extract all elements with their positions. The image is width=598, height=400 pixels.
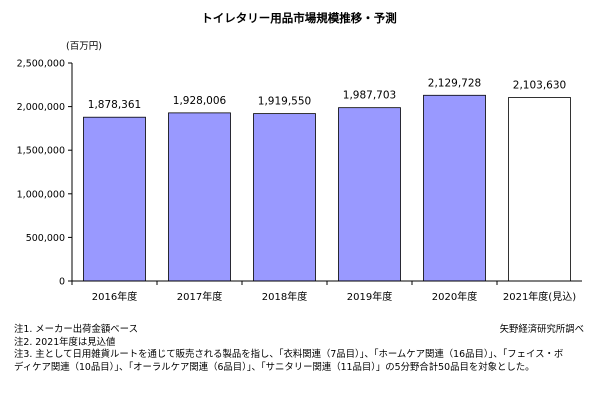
footnote: 注1. メーカー出荷金額ベース — [14, 324, 138, 335]
data-label: 1,878,361 — [88, 99, 141, 111]
y-axis-ticks: 0 500,000 1,000,000 1,500,000 2,000,000 2,500… — [17, 59, 72, 288]
data-label: 2,129,728 — [428, 77, 481, 89]
chart-title: トイレタリー用品市場規模推移・予測 — [201, 11, 397, 25]
y-axis-unit-label: (百万円) — [66, 41, 102, 52]
axes — [71, 63, 582, 282]
bar — [508, 97, 571, 282]
bar-chart: トイレタリー用品市場規模推移・予測 (百万円) 0 500,000 1,000,00… — [17, 11, 582, 303]
x-tick-label: 2019年度 — [347, 290, 392, 303]
y-tick-label: 1,000,000 — [17, 189, 65, 200]
x-tick-label: 2021年度(見込) — [503, 290, 576, 303]
value-labels: 1,878,361 1,928,006 1,919,550 1,987,703 2,12… — [88, 77, 566, 111]
bars — [83, 94, 571, 282]
data-label: 1,987,703 — [343, 90, 396, 102]
source-credit: 矢野経済研究所調べ — [499, 324, 584, 335]
data-label: 1,928,006 — [173, 95, 227, 107]
footnotes: 注1. メーカー出荷金額ベース 注2. 2021年度は見込値 注3. 主として日… — [14, 324, 586, 374]
y-tick-label: 2,000,000 — [17, 102, 65, 113]
x-tick-label: 2017年度 — [177, 290, 222, 303]
footnote: 注2. 2021年度は見込値 — [14, 336, 116, 348]
bar — [83, 116, 146, 282]
y-tick-label: 0 — [59, 277, 65, 288]
x-tick-label: 2020年度 — [432, 290, 477, 303]
y-tick-label: 500,000 — [26, 233, 65, 244]
bar — [423, 94, 486, 282]
footnote: 注3. 主として日用雑貨ルートを通じて販売される製品を指し、「衣料関連（7品目）… — [14, 349, 564, 360]
bar — [168, 112, 231, 282]
y-tick-label: 2,500,000 — [17, 59, 65, 70]
x-axis-labels: 2016年度 2017年度 2018年度 2019年度 2020年度 2021年度(見込) — [71, 281, 576, 303]
data-label: 1,919,550 — [258, 96, 311, 108]
data-label: 2,103,630 — [513, 80, 566, 92]
footnote: ディケア関連（10品目）」、「オーラルケア関連（6品目）」、「サニタリー関連（1… — [14, 361, 535, 373]
x-tick-label: 2016年度 — [92, 290, 137, 303]
bar — [338, 107, 401, 282]
y-tick-label: 1,500,000 — [17, 146, 65, 157]
x-tick-label: 2018年度 — [262, 290, 307, 303]
bar — [253, 113, 316, 282]
